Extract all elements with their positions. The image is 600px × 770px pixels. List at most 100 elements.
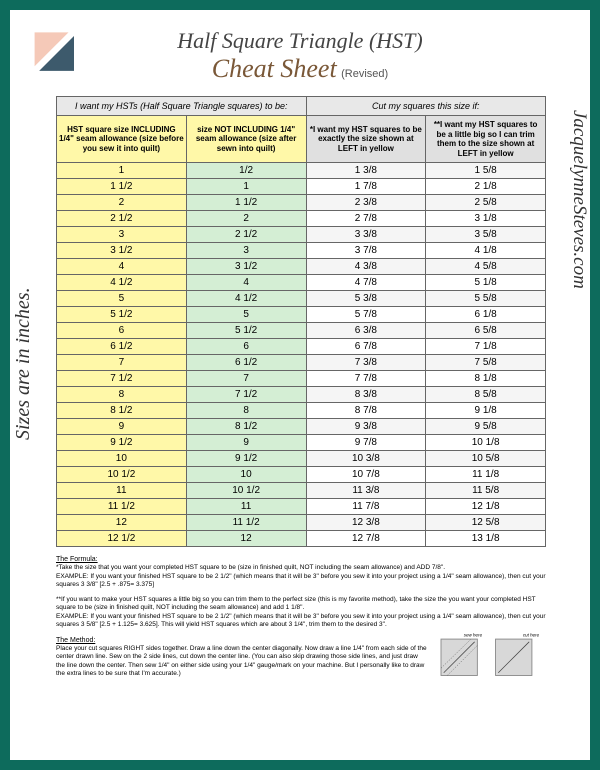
notes-section: The Formula: *Take the size that you wan… bbox=[56, 555, 546, 679]
table-cell: 8 bbox=[186, 403, 306, 419]
revised-label: (Revised) bbox=[341, 68, 388, 80]
table-cell: 4 1/2 bbox=[57, 275, 187, 291]
table-cell: 9 1/8 bbox=[426, 403, 546, 419]
table-cell: 3 3/8 bbox=[306, 227, 426, 243]
formula-title: The Formula: bbox=[56, 555, 546, 564]
table-cell: 5 3/8 bbox=[306, 291, 426, 307]
table-row: 10 1/21010 7/811 1/8 bbox=[57, 467, 546, 483]
table-cell: 3 7/8 bbox=[306, 243, 426, 259]
formula-text2: EXAMPLE: If you want your finished HST s… bbox=[56, 573, 546, 590]
table-cell: 1 3/8 bbox=[306, 163, 426, 179]
table-cell: 12 bbox=[57, 515, 187, 531]
table-row: 8 1/288 7/89 1/8 bbox=[57, 403, 546, 419]
title-line1: Half Square Triangle (HST) bbox=[34, 28, 566, 54]
formula-text4: EXAMPLE: If you want your finished HST s… bbox=[56, 613, 546, 630]
formula-text1: *Take the size that you want your comple… bbox=[56, 564, 546, 572]
col2-header: size NOT INCLUDING 1/4" seam allowance (… bbox=[186, 116, 306, 163]
table-row: 43 1/24 3/84 5/8 bbox=[57, 259, 546, 275]
table-cell: 5 5/8 bbox=[426, 291, 546, 307]
header-left: I want my HSTs (Half Square Triangle squ… bbox=[57, 97, 307, 116]
table-cell: 11 1/2 bbox=[186, 515, 306, 531]
table-row: 76 1/27 3/87 5/8 bbox=[57, 355, 546, 371]
table-cell: 3 bbox=[186, 243, 306, 259]
table-cell: 11 1/2 bbox=[57, 499, 187, 515]
table-cell: 5 bbox=[186, 307, 306, 323]
table-cell: 2 1/2 bbox=[57, 211, 187, 227]
table-cell: 8 7/8 bbox=[306, 403, 426, 419]
table-cell: 9 1/2 bbox=[57, 435, 187, 451]
table-cell: 9 5/8 bbox=[426, 419, 546, 435]
table-cell: 9 7/8 bbox=[306, 435, 426, 451]
table-cell: 8 1/8 bbox=[426, 371, 546, 387]
table-cell: 11 5/8 bbox=[426, 483, 546, 499]
col4-header: **I want my HST squares to be a little b… bbox=[426, 116, 546, 163]
hst-table: I want my HSTs (Half Square Triangle squ… bbox=[56, 96, 546, 547]
table-cell: 12 5/8 bbox=[426, 515, 546, 531]
table-row: 12 1/21212 7/813 1/8 bbox=[57, 531, 546, 547]
table-cell: 2 3/8 bbox=[306, 195, 426, 211]
right-label: JacquelynneSteves.com bbox=[568, 110, 590, 289]
table-row: 2 1/222 7/83 1/8 bbox=[57, 211, 546, 227]
table-row: 98 1/29 3/89 5/8 bbox=[57, 419, 546, 435]
table-cell: 4 bbox=[57, 259, 187, 275]
side-label: Sizes are in inches. bbox=[12, 287, 35, 440]
table-cell: 13 1/8 bbox=[426, 531, 546, 547]
table-cell: 6 1/2 bbox=[186, 355, 306, 371]
table-cell: 12 bbox=[186, 531, 306, 547]
table-cell: 1 bbox=[57, 163, 187, 179]
method-diagram: sew here cut here bbox=[436, 630, 546, 680]
table-row: 87 1/28 3/88 5/8 bbox=[57, 387, 546, 403]
table-cell: 2 bbox=[57, 195, 187, 211]
table-cell: 7 bbox=[186, 371, 306, 387]
table-cell: 11 7/8 bbox=[306, 499, 426, 515]
table-cell: 3 5/8 bbox=[426, 227, 546, 243]
table-cell: 3 1/2 bbox=[186, 259, 306, 275]
table-row: 6 1/266 7/87 1/8 bbox=[57, 339, 546, 355]
table-cell: 11 1/8 bbox=[426, 467, 546, 483]
svg-text:sew here: sew here bbox=[464, 632, 483, 637]
table-cell: 1 1/2 bbox=[57, 179, 187, 195]
table-row: 7 1/277 7/88 1/8 bbox=[57, 371, 546, 387]
table-row: 1211 1/212 3/812 5/8 bbox=[57, 515, 546, 531]
table-row: 21 1/22 3/82 5/8 bbox=[57, 195, 546, 211]
table-cell: 8 bbox=[57, 387, 187, 403]
table-cell: 1 1/2 bbox=[186, 195, 306, 211]
table-cell: 11 3/8 bbox=[306, 483, 426, 499]
table-cell: 5 1/2 bbox=[186, 323, 306, 339]
table-cell: 10 1/2 bbox=[186, 483, 306, 499]
table-row: 1 1/211 7/82 1/8 bbox=[57, 179, 546, 195]
table-cell: 3 1/2 bbox=[57, 243, 187, 259]
table-cell: 10 7/8 bbox=[306, 467, 426, 483]
table-cell: 1/2 bbox=[186, 163, 306, 179]
table-cell: 8 1/2 bbox=[186, 419, 306, 435]
col1-header: HST square size INCLUDING 1/4" seam allo… bbox=[57, 116, 187, 163]
table-cell: 11 bbox=[57, 483, 187, 499]
table-cell: 8 5/8 bbox=[426, 387, 546, 403]
table-row: 5 1/255 7/86 1/8 bbox=[57, 307, 546, 323]
formula-text3: **If you want to make your HST squares a… bbox=[56, 596, 546, 613]
table-cell: 2 1/2 bbox=[186, 227, 306, 243]
method-title: The Method: bbox=[56, 636, 428, 645]
table-cell: 7 7/8 bbox=[306, 371, 426, 387]
table-cell: 4 bbox=[186, 275, 306, 291]
table-cell: 6 7/8 bbox=[306, 339, 426, 355]
table-cell: 7 1/8 bbox=[426, 339, 546, 355]
table-cell: 2 5/8 bbox=[426, 195, 546, 211]
table-cell: 4 1/2 bbox=[186, 291, 306, 307]
table-cell: 10 5/8 bbox=[426, 451, 546, 467]
table-cell: 11 bbox=[186, 499, 306, 515]
table-cell: 4 1/8 bbox=[426, 243, 546, 259]
table-cell: 8 3/8 bbox=[306, 387, 426, 403]
table-cell: 9 3/8 bbox=[306, 419, 426, 435]
table-cell: 7 1/2 bbox=[57, 371, 187, 387]
table-cell: 6 1/2 bbox=[57, 339, 187, 355]
table-cell: 5 1/8 bbox=[426, 275, 546, 291]
table-cell: 1 7/8 bbox=[306, 179, 426, 195]
table-cell: 8 1/2 bbox=[57, 403, 187, 419]
table-cell: 9 bbox=[57, 419, 187, 435]
table-cell: 4 3/8 bbox=[306, 259, 426, 275]
table-cell: 10 1/2 bbox=[57, 467, 187, 483]
table-row: 3 1/233 7/84 1/8 bbox=[57, 243, 546, 259]
table-cell: 3 bbox=[57, 227, 187, 243]
table-cell: 4 5/8 bbox=[426, 259, 546, 275]
